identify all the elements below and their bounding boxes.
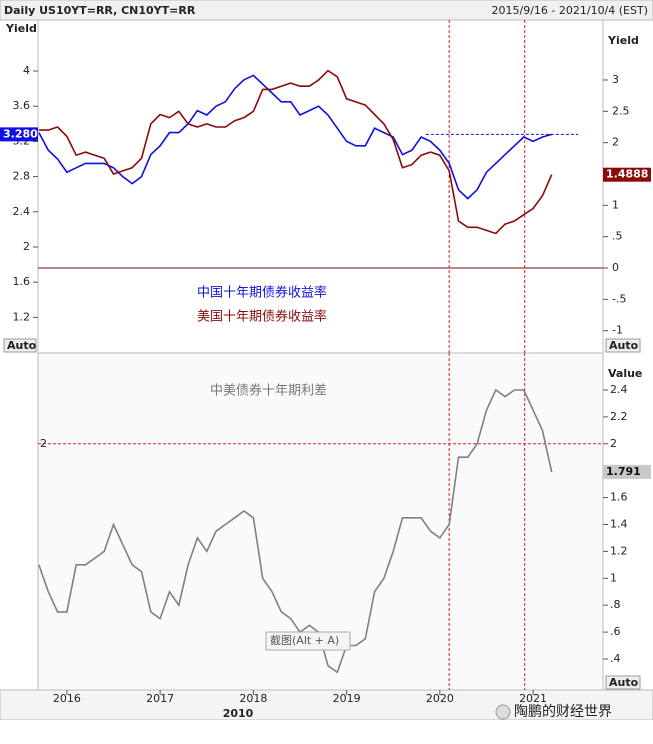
last-value-box [603,464,651,479]
y-tick-label: 1.2 [13,310,31,323]
auto-label: Auto [7,339,37,352]
legend-entry: 美国十年期债券收益率 [197,309,327,325]
y-tick-label: 1.6 [610,491,628,504]
series-line [38,388,553,674]
y-tick-label: 1.4 [610,517,628,530]
y2-tick-label: 2 [612,136,619,149]
annotation: 中美债券十年期利差 [210,383,327,399]
y2-tick-label: 1 [612,198,619,211]
y-axis-label: Yield [5,22,37,35]
y-tick-label: .8 [610,598,621,611]
y2-tick-label: 3 [612,73,619,86]
credit: 陶鹏的财经世界 [514,704,612,720]
y2-tick-label: 2.5 [612,104,630,117]
y-tick-label: 2 [23,240,30,253]
auto-label: Auto [609,676,639,689]
x-tick-label: 2017 [146,692,174,705]
chart-title: Daily US10YT=RR, CN10YT=RR [4,4,196,17]
y-tick-label: 3.6 [13,99,31,112]
footer [0,720,653,740]
x-sublabel: 2010 [223,707,254,720]
y-axis-label: Value [608,367,642,380]
y-tick-label: 2.4 [610,383,628,396]
last-value-box [603,167,651,182]
x-tick-label: 2019 [333,692,361,705]
series-line [38,69,553,235]
reference-label: 2 [40,437,47,450]
y-tick-label: .6 [610,625,621,638]
x-tick-label: 2018 [239,692,267,705]
y-tick-label: 2.4 [13,205,31,218]
y-tick-label: 2.2 [610,410,628,423]
x-tick-label: 2021 [519,692,547,705]
last-value-label: 1.4888 [606,168,648,181]
top-plot [37,19,604,354]
last-value-box [0,127,38,142]
x-tick-label: 2016 [53,692,81,705]
y-tick-label: 2.8 [13,170,31,183]
y2-axis-label: Yield [607,34,639,47]
auto-label: Auto [609,339,639,352]
y2-tick-label: .5 [612,230,623,243]
last-value-label: 1.791 [606,465,641,478]
y-tick-label: 1 [610,571,617,584]
y-tick-label: 4 [23,64,30,77]
y2-tick-label: -1 [612,324,623,337]
y2-tick-label: 0 [612,261,619,274]
credit-icon [495,704,511,720]
auto-box [3,338,37,353]
series-line [38,74,552,200]
watermark: 截图(Alt + A) [270,633,339,647]
date-range: 2015/9/16 - 2021/10/4 (EST) [492,4,649,17]
y2-tick-label: -.5 [612,292,626,305]
watermark-box [265,631,351,651]
y-tick-label: 1.2 [610,544,628,557]
last-value-label: 3.280 [3,127,38,140]
y-tick-label: .4 [610,652,621,665]
auto-box [605,338,641,353]
x-tick-label: 2020 [426,692,454,705]
auto-box [605,675,641,690]
y-tick-label: 1.6 [13,275,31,288]
legend-entry: 中国十年期债券收益率 [197,285,327,301]
y-tick-label: 2 [610,437,617,450]
